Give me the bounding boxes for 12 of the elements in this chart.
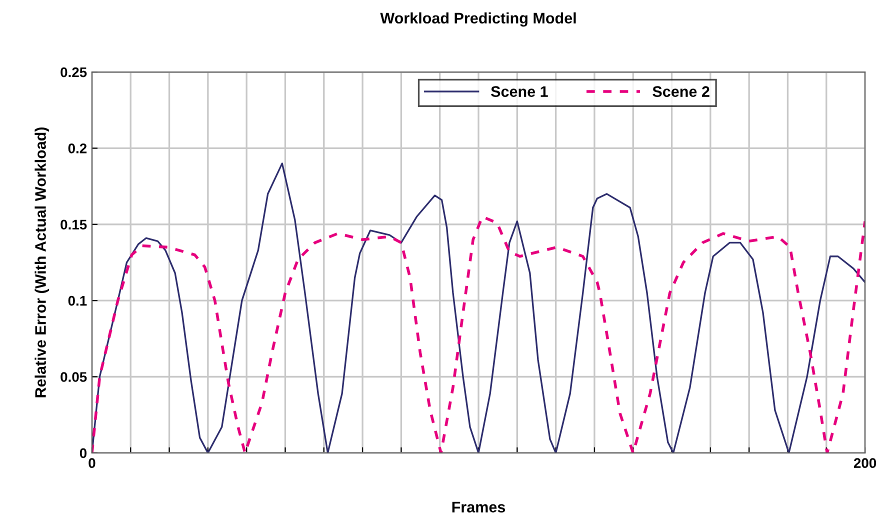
legend-label: Scene 1 — [490, 86, 548, 97]
y-tick-label: 0.05 — [60, 372, 87, 382]
y-tick-label: 0.2 — [68, 144, 87, 154]
y-tick-label: 0.25 — [60, 67, 87, 78]
chart-title: Workload Predicting Model — [380, 12, 576, 27]
y-tick-label: 0 — [80, 448, 87, 458]
x-tick-label: 200 — [854, 458, 876, 468]
y-tick-label: 0.15 — [60, 220, 87, 230]
x-axis-title: Frames — [452, 502, 506, 513]
y-tick-label: 0.1 — [68, 296, 87, 306]
legend-label: Scene 2 — [652, 86, 710, 97]
y-axis-title: Relative Error (With Actual Workload) — [34, 127, 49, 398]
